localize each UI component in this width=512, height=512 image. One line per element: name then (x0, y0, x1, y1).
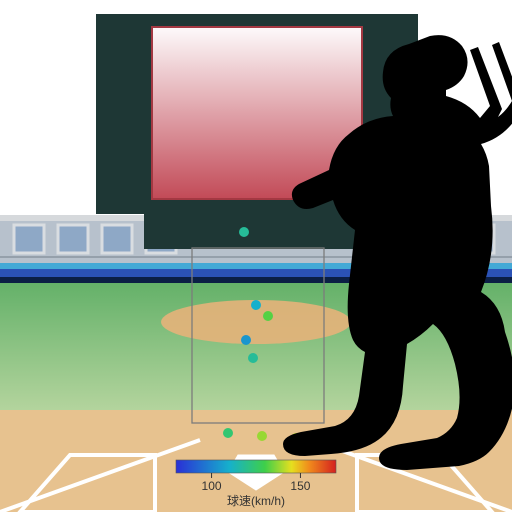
colorbar-tick-label: 100 (202, 479, 222, 493)
pitch-marker (241, 335, 251, 345)
pitch-marker (223, 428, 233, 438)
speed-colorbar (176, 460, 336, 473)
colorbar-tick-label: 150 (290, 479, 310, 493)
scoreboard-base (144, 205, 370, 249)
stands-window (102, 225, 132, 253)
stands-window (58, 225, 88, 253)
stands-window (14, 225, 44, 253)
pitch-marker (257, 431, 267, 441)
pitch-marker (251, 300, 261, 310)
colorbar-axis-label: 球速(km/h) (227, 494, 285, 508)
pitch-marker (263, 311, 273, 321)
pitch-marker (248, 353, 258, 363)
pitch-location-chart: 100 150 球速(km/h) (0, 0, 512, 512)
pitch-marker (239, 227, 249, 237)
